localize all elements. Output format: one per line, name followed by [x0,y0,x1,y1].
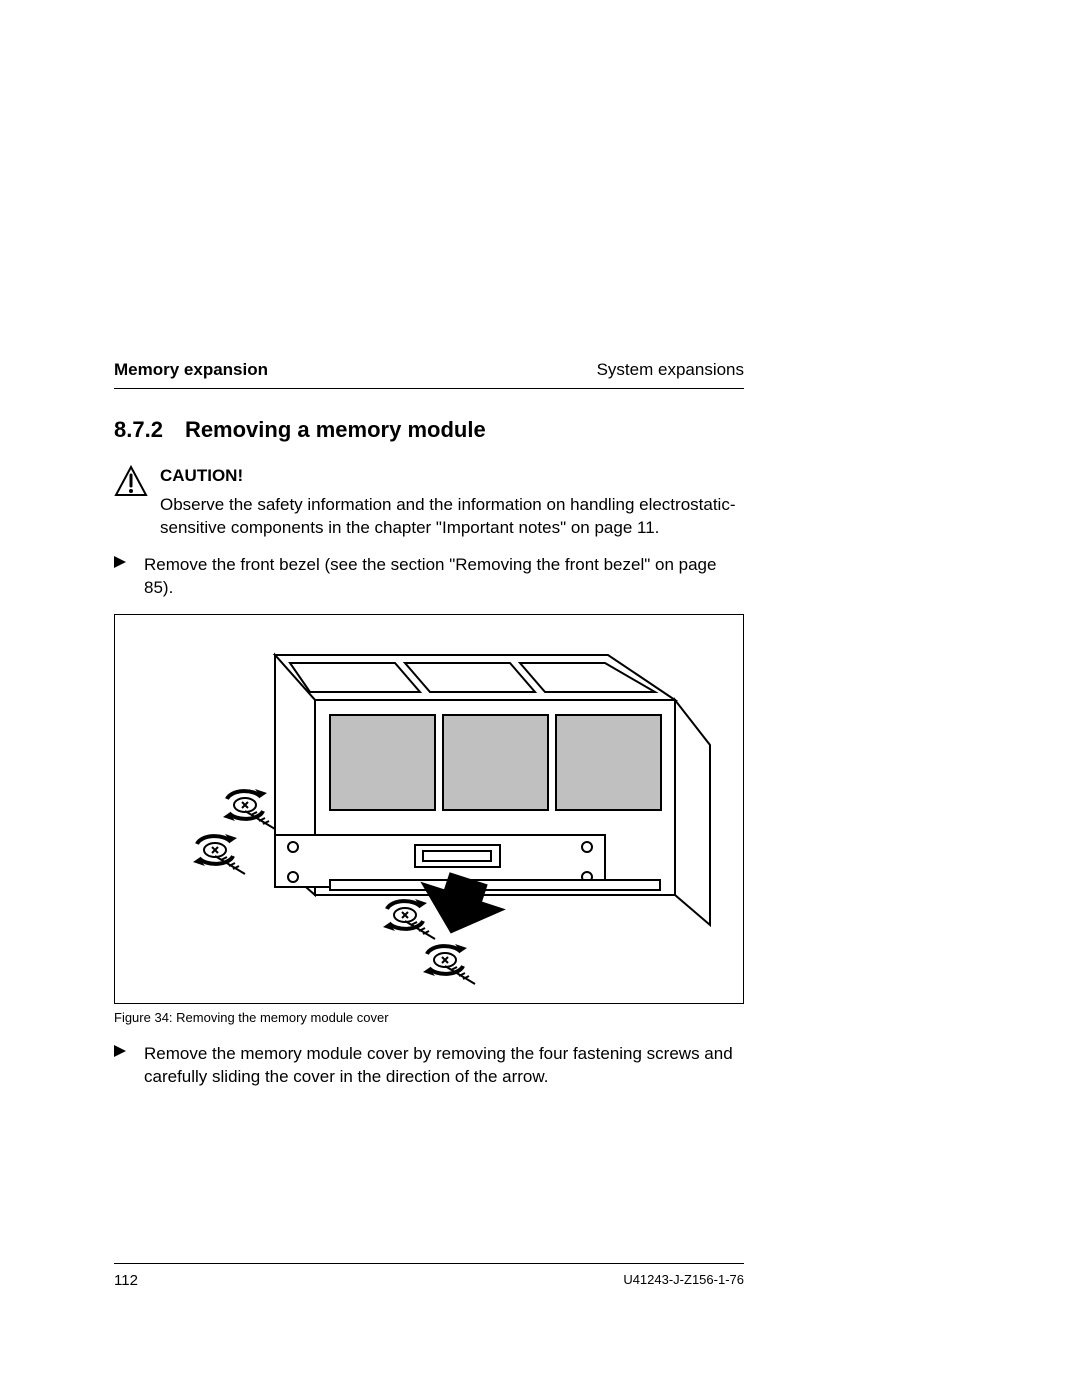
caution-label: CAUTION! [160,465,744,488]
step-2: Remove the memory module cover by removi… [114,1043,744,1089]
caution-icon [114,465,152,540]
section-heading: 8.7.2 Removing a memory module [114,417,744,443]
step-1: Remove the front bezel (see the section … [114,554,744,600]
step-1-text: Remove the front bezel (see the section … [144,554,744,600]
header-right: System expansions [597,360,744,380]
section-title: Removing a memory module [185,417,486,443]
step-marker-icon [114,1043,134,1089]
caution-text-wrap: CAUTION! Observe the safety information … [160,465,744,540]
page-footer: 112 U41243-J-Z156-1-76 [114,1263,744,1289]
step-marker-icon [114,554,134,600]
header-left: Memory expansion [114,360,268,380]
caution-block: CAUTION! Observe the safety information … [114,465,744,540]
section-number: 8.7.2 [114,417,163,443]
figure-34 [114,614,744,1004]
page-number: 112 [114,1272,138,1289]
caution-body: Observe the safety information and the i… [160,495,736,537]
step-2-text: Remove the memory module cover by removi… [144,1043,744,1089]
figure-caption: Figure 34: Removing the memory module co… [114,1010,744,1025]
page-content: Memory expansion System expansions 8.7.2… [114,360,744,1103]
running-header: Memory expansion System expansions [114,360,744,389]
doc-id: U41243-J-Z156-1-76 [623,1272,744,1289]
